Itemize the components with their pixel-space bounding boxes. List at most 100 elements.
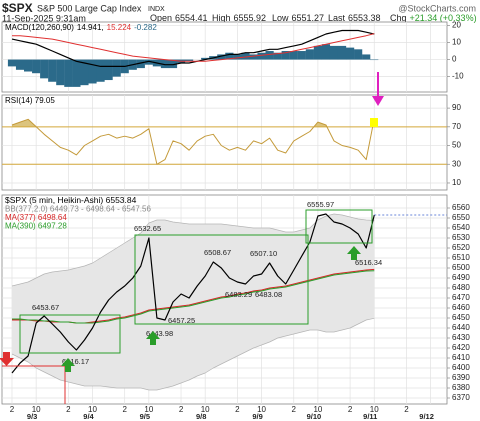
histogram-bar bbox=[217, 54, 226, 60]
y-tick-label: 6460 bbox=[452, 303, 470, 312]
quote-label: Low bbox=[272, 13, 289, 23]
legend-entry: MA(390) 6497.28 bbox=[5, 222, 67, 231]
y-tick-label: 6470 bbox=[452, 293, 470, 302]
histogram-bar bbox=[346, 47, 355, 60]
band-area bbox=[12, 214, 375, 390]
histogram-bar bbox=[48, 59, 57, 82]
x-tick-label: 2 bbox=[122, 405, 127, 414]
price-annotation: 6508.67 bbox=[204, 248, 231, 257]
y-tick-label: 6430 bbox=[452, 333, 470, 342]
quote-label: High bbox=[212, 13, 231, 23]
x-tick-label: 2 bbox=[348, 405, 353, 414]
green-arrow bbox=[61, 358, 75, 372]
quote-label: Open bbox=[150, 13, 172, 23]
y-tick-label: 6480 bbox=[452, 283, 470, 292]
legend-text: -0.282 bbox=[134, 23, 157, 32]
x-tick-label: 2 bbox=[235, 405, 240, 414]
histogram-bar bbox=[273, 52, 282, 60]
series-line bbox=[12, 270, 375, 324]
x-date-label: 9/8 bbox=[196, 412, 206, 421]
y-tick-label: 0 bbox=[452, 55, 457, 64]
x-tick-label: 2 bbox=[404, 405, 409, 414]
y-tick-label: 6400 bbox=[452, 363, 470, 372]
panel-frame bbox=[1, 94, 448, 191]
y-tick-label: 10 bbox=[452, 178, 461, 187]
symbol: $SPX bbox=[2, 1, 33, 15]
y-tick-label: 6560 bbox=[452, 203, 470, 212]
price-annotation: 6532.65 bbox=[134, 224, 161, 233]
x-tick-label: 10 bbox=[201, 405, 210, 414]
histogram-bar bbox=[289, 51, 298, 60]
histogram-bar bbox=[354, 49, 363, 60]
quote-label: Chg bbox=[390, 13, 407, 23]
band-lower bbox=[11, 317, 375, 391]
histogram-bar bbox=[160, 59, 170, 69]
x-date-label: 9/5 bbox=[140, 412, 150, 421]
histogram-bar bbox=[88, 59, 97, 84]
y-tick-label: 6520 bbox=[452, 243, 470, 252]
price-annotation: 6516.34 bbox=[355, 258, 382, 267]
x-tick-label: 10 bbox=[32, 405, 41, 414]
y-tick-label: 6500 bbox=[452, 263, 470, 272]
y-tick-label: 6420 bbox=[452, 343, 470, 352]
green-box bbox=[305, 209, 373, 244]
histogram-bar bbox=[32, 59, 41, 74]
band-upper bbox=[11, 213, 375, 287]
x-tick-label: 2 bbox=[10, 405, 15, 414]
histogram-bar bbox=[249, 54, 258, 60]
legend-text: MA(390) 6497.28 bbox=[5, 222, 67, 231]
legend-entry: MA(377) 6498.64 bbox=[5, 213, 67, 222]
legend-entry: $SPX (5 min, Heikin-Ashi) 6553.84 bbox=[5, 195, 137, 205]
legend-text: BB(377,2.0) 6449.73 - 6498.64 - 6547.56 bbox=[5, 205, 151, 214]
y-tick-label: 20 bbox=[452, 21, 461, 30]
legend-text: RSI(14) 79.05 bbox=[5, 96, 55, 105]
y-tick-label: 6380 bbox=[452, 383, 470, 392]
x-date-label: 9/9 bbox=[252, 412, 262, 421]
index-name: S&P 500 Large Cap Index bbox=[37, 3, 142, 13]
y-tick-label: 6450 bbox=[452, 313, 470, 322]
histogram-bar bbox=[241, 52, 250, 60]
histogram-bar bbox=[168, 59, 178, 69]
quote: Open 6554.41 High 6555.92 Low 6551.27 Last 6553… bbox=[150, 13, 477, 23]
price-annotation: 6555.97 bbox=[307, 200, 334, 209]
x-tick-label: 10 bbox=[313, 405, 322, 414]
datetime: 11-Sep-2025 9:31am bbox=[2, 13, 86, 23]
legend-entry: BB(377,2.0) 6449.73 - 6498.64 - 6547.56 bbox=[5, 205, 151, 214]
quote-value: +21.34 (+0.33%) bbox=[410, 13, 477, 23]
histogram-bar bbox=[265, 51, 274, 60]
histogram-bar bbox=[225, 52, 234, 60]
series-line bbox=[11, 118, 375, 165]
quote-value: 6551.27 bbox=[292, 13, 325, 23]
price-annotation: 6443.98 bbox=[146, 329, 173, 338]
histogram-bar bbox=[144, 59, 153, 65]
legend-text: MA(377) 6498.64 bbox=[5, 213, 67, 222]
histogram-bar bbox=[136, 59, 145, 69]
legend-entry: RSI(14) 79.05 bbox=[5, 96, 55, 105]
y-tick-label: 6370 bbox=[452, 393, 470, 402]
x-tick-label: 10 bbox=[257, 405, 266, 414]
legend-entry: MACD(120,260,90) 14.941, 15.224 -0.282 bbox=[5, 23, 157, 32]
green-arrow bbox=[146, 331, 160, 345]
y-tick-label: 6540 bbox=[452, 223, 470, 232]
x-tick-label: 2 bbox=[66, 405, 71, 414]
quote-value: 6554.41 bbox=[175, 13, 208, 23]
histogram-bar bbox=[72, 59, 81, 87]
yellow-marker bbox=[370, 118, 378, 127]
series-line bbox=[11, 29, 375, 67]
price-annotation: 6483.08 bbox=[255, 290, 282, 299]
panel bbox=[2, 22, 447, 92]
x-date-label: 9/10 bbox=[307, 412, 322, 421]
x-tick-label: 2 bbox=[292, 405, 297, 414]
x-date-label: 9/4 bbox=[83, 412, 94, 421]
histogram-bar bbox=[329, 45, 339, 60]
green-arrow bbox=[347, 246, 361, 260]
green-box bbox=[19, 314, 121, 354]
price-annotation: 6483.29 bbox=[225, 290, 252, 299]
plot-layer: 20 10 0 -10 MACD(120,260,90) 14.941, 15.224 -0.… bbox=[1, 21, 470, 421]
x-date-label: 9/12 bbox=[419, 412, 434, 421]
quote-item: Open 6554.41 bbox=[150, 13, 208, 23]
source: @StockCharts.com bbox=[398, 3, 476, 13]
quote-item: Last 6553.38 bbox=[328, 13, 381, 23]
histogram-bar bbox=[321, 44, 331, 60]
series-line bbox=[11, 213, 375, 374]
